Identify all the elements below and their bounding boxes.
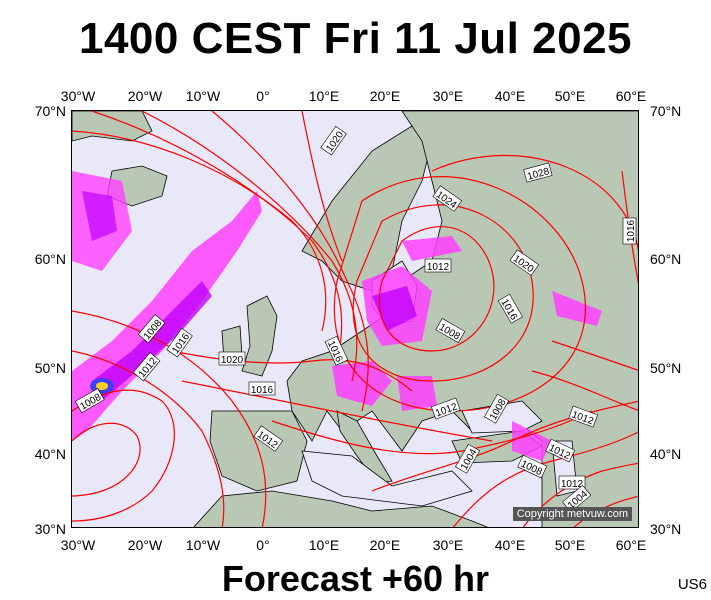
africa-land <box>193 490 489 527</box>
lon-label-bottom: 10°E <box>308 537 340 553</box>
precipitation <box>72 171 602 461</box>
isobar-label: 1012 <box>427 262 450 273</box>
model-code: US6 <box>677 576 707 593</box>
mediterranean-sea <box>301 450 473 507</box>
lat-label-left: 40°N <box>34 446 66 462</box>
isobar-line <box>72 422 141 497</box>
isobar-line <box>72 389 175 522</box>
isobar-line <box>271 410 593 455</box>
lon-label-bottom: 20°E <box>369 537 401 553</box>
lon-label-top: 60°E <box>615 88 647 104</box>
lat-label-right: 40°N <box>650 446 682 462</box>
lat-label-right: 70°N <box>650 103 682 119</box>
isobar-line <box>531 370 638 411</box>
isobar-label: 1016 <box>251 385 274 396</box>
isobar-line <box>211 111 369 412</box>
isobar-label: 1020 <box>221 355 244 366</box>
isobar-label: 1012 <box>561 479 584 490</box>
greenland-land <box>72 111 153 142</box>
forecast-label: Forecast +60 hr <box>221 558 490 599</box>
lon-label-bottom: 20°W <box>127 537 163 553</box>
lon-label-bottom: 0° <box>256 537 270 553</box>
britain-land <box>241 295 278 377</box>
isobar-line <box>72 130 327 332</box>
rain-central-europe <box>332 361 392 406</box>
isobar-line <box>371 400 638 492</box>
rain-extreme-cell <box>96 382 108 390</box>
isobar-label: 1016 <box>626 219 637 242</box>
isobar-line <box>551 340 638 371</box>
lon-label-bottom: 50°E <box>554 537 586 553</box>
lon-label-top: 40°E <box>494 88 526 104</box>
map-canvas: 1020 1028 1024 1016 1020 1012 1016 1008 … <box>72 111 638 527</box>
lat-label-right: 50°N <box>650 360 682 376</box>
weather-map[interactable]: 1020 1028 1024 1016 1020 1012 1016 1008 … <box>71 110 639 528</box>
rain-greenland-core <box>82 191 117 241</box>
rain-band-core <box>92 281 212 401</box>
isobar-line <box>333 176 587 412</box>
lon-label-top: 50°E <box>554 88 586 104</box>
lat-label-right: 60°N <box>650 251 682 267</box>
rain-caucasus <box>512 421 552 461</box>
map-title: 1400 CEST Fri 11 Jul 2025 <box>78 14 633 63</box>
isobar-line <box>72 310 267 527</box>
rain-finland <box>402 236 462 261</box>
lon-label-top: 0° <box>256 88 270 104</box>
lat-label-left: 50°N <box>34 360 66 376</box>
lon-label-bottom: 60°E <box>615 537 647 553</box>
lon-label-bottom: 40°E <box>494 537 526 553</box>
isobar-line <box>452 431 638 527</box>
lon-label-top: 20°W <box>127 88 163 104</box>
isobar-line <box>141 111 358 382</box>
isobars <box>72 111 638 527</box>
rain-eastern-europe <box>397 376 437 411</box>
lon-label-top: 30°W <box>60 88 96 104</box>
lat-label-right: 30°N <box>650 521 682 537</box>
rain-baltic-core <box>372 286 417 331</box>
isobar-line <box>181 380 493 442</box>
lat-label-left: 60°N <box>34 251 66 267</box>
isobar-line <box>91 111 343 362</box>
lon-label-bottom: 30°E <box>432 537 464 553</box>
isobar-line <box>352 204 534 382</box>
isobar-line <box>378 225 495 352</box>
rain-russia <box>552 291 602 326</box>
lat-label-left: 70°N <box>34 103 66 119</box>
isobar-line <box>72 350 225 527</box>
lon-label-top: 10°W <box>185 88 221 104</box>
isobar-line <box>301 111 343 262</box>
lon-label-top: 10°E <box>308 88 340 104</box>
lat-label-left: 30°N <box>34 521 66 537</box>
lon-label-top: 20°E <box>369 88 401 104</box>
lon-label-bottom: 30°W <box>60 537 96 553</box>
lon-label-top: 30°E <box>432 88 464 104</box>
lon-label-bottom: 10°W <box>185 537 221 553</box>
copyright-badge: Copyright metvuw.com <box>512 507 632 521</box>
land-masses <box>72 111 638 527</box>
isobar-line <box>171 350 413 392</box>
